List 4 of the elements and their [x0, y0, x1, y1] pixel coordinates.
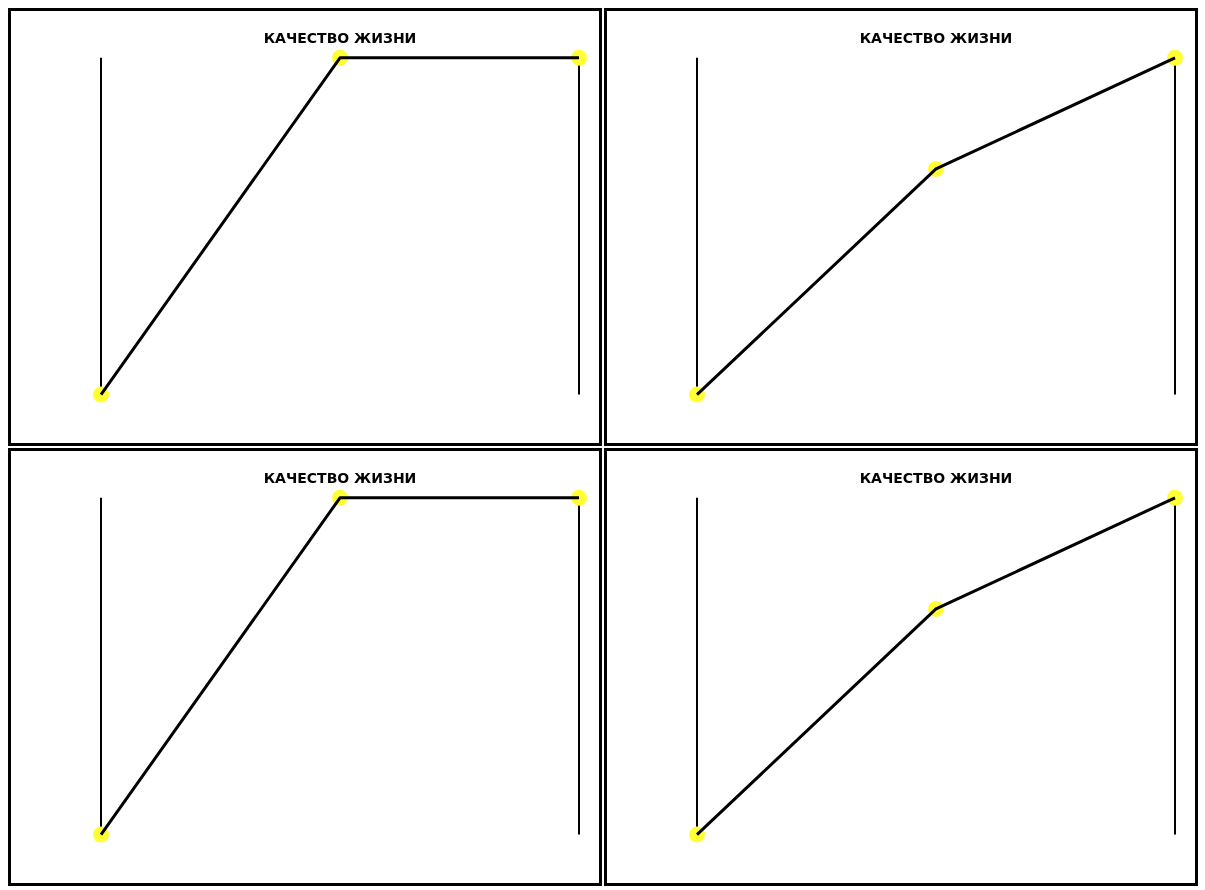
chart-title: КАЧЕСТВО ЖИЗНИ — [263, 470, 417, 487]
chart-title: КАЧЕСТВО ЖИЗНИ — [859, 470, 1013, 487]
chart-title: КАЧЕСТВО ЖИЗНИ — [859, 30, 1013, 47]
chart-title: КАЧЕСТВО ЖИЗНИ — [263, 30, 417, 47]
